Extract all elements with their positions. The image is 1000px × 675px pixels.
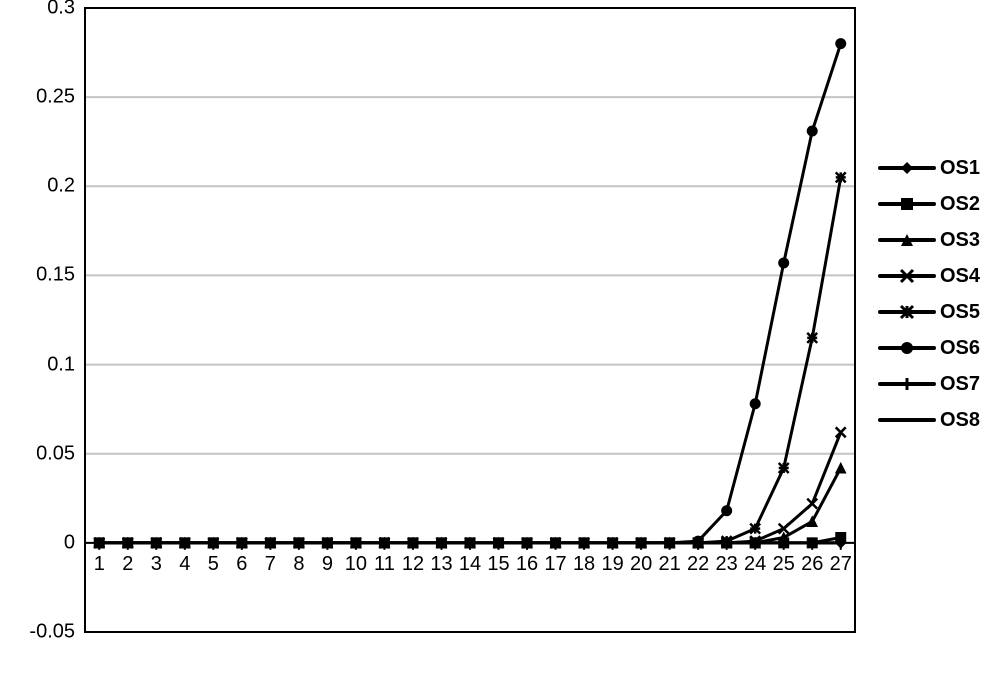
x-tick-label: 26 — [801, 553, 823, 576]
legend-label: OS3 — [936, 229, 980, 252]
legend-item-OS2: OS2 — [878, 186, 980, 222]
x-tick-label: 9 — [322, 553, 333, 576]
legend-item-OS8: OS8 — [878, 402, 980, 438]
y-tick-label: 0.25 — [36, 86, 75, 109]
legend-item-OS7: OS7 — [878, 366, 980, 402]
legend-swatch-icon — [878, 410, 936, 430]
legend-label: OS1 — [936, 157, 980, 180]
y-tick-label: -0.05 — [29, 621, 75, 644]
x-tick-label: 7 — [265, 553, 276, 576]
x-tick-label: 17 — [544, 553, 566, 576]
x-tick-label: 6 — [236, 553, 247, 576]
legend-swatch-icon — [878, 338, 936, 358]
y-tick-label: 0.1 — [47, 353, 75, 376]
x-tick-label: 22 — [687, 553, 709, 576]
x-tick-label: 18 — [573, 553, 595, 576]
y-tick-label: 0.15 — [36, 264, 75, 287]
legend-label: OS7 — [936, 373, 980, 396]
x-tick-label: 3 — [151, 553, 162, 576]
x-tick-label: 11 — [374, 553, 395, 576]
x-tick-label: 21 — [659, 553, 681, 576]
x-tick-label: 20 — [630, 553, 652, 576]
x-tick-label: 1 — [94, 553, 105, 576]
x-tick-label: 24 — [744, 553, 766, 576]
legend-label: OS5 — [936, 301, 980, 324]
x-tick-label: 13 — [430, 553, 452, 576]
y-tick-label: 0.05 — [36, 442, 75, 465]
legend-item-OS1: OS1 — [878, 150, 980, 186]
legend-swatch-icon — [878, 374, 936, 394]
legend-label: OS8 — [936, 409, 980, 432]
x-tick-label: 27 — [830, 553, 852, 576]
legend-label: OS2 — [936, 193, 980, 216]
x-tick-label: 10 — [345, 553, 367, 576]
x-tick-label: 19 — [601, 553, 623, 576]
x-tick-label: 25 — [773, 553, 795, 576]
legend-swatch-icon — [878, 266, 936, 286]
x-tick-label: 12 — [402, 553, 424, 576]
legend-label: OS6 — [936, 337, 980, 360]
legend-swatch-icon — [878, 158, 936, 178]
x-tick-label: 4 — [179, 553, 190, 576]
chart-container: -0.0500.050.10.150.20.250.3 123456789101… — [0, 0, 1000, 675]
legend-item-OS3: OS3 — [878, 222, 980, 258]
y-tick-label: 0.2 — [47, 175, 75, 198]
x-tick-label: 14 — [459, 553, 481, 576]
x-tick-label: 8 — [293, 553, 304, 576]
legend: OS1 OS2 OS3 OS4 OS5 OS6 OS7 OS8 — [878, 150, 980, 438]
legend-swatch-icon — [878, 230, 936, 250]
x-tick-label: 2 — [122, 553, 133, 576]
legend-swatch-icon — [878, 194, 936, 214]
x-tick-label: 16 — [516, 553, 538, 576]
y-tick-label: 0 — [64, 531, 75, 554]
legend-item-OS5: OS5 — [878, 294, 980, 330]
legend-item-OS6: OS6 — [878, 330, 980, 366]
x-tick-label: 5 — [208, 553, 219, 576]
legend-item-OS4: OS4 — [878, 258, 980, 294]
legend-swatch-icon — [878, 302, 936, 322]
legend-label: OS4 — [936, 265, 980, 288]
x-tick-label: 15 — [487, 553, 509, 576]
x-tick-label: 23 — [716, 553, 738, 576]
y-tick-label: 0.3 — [47, 0, 75, 20]
